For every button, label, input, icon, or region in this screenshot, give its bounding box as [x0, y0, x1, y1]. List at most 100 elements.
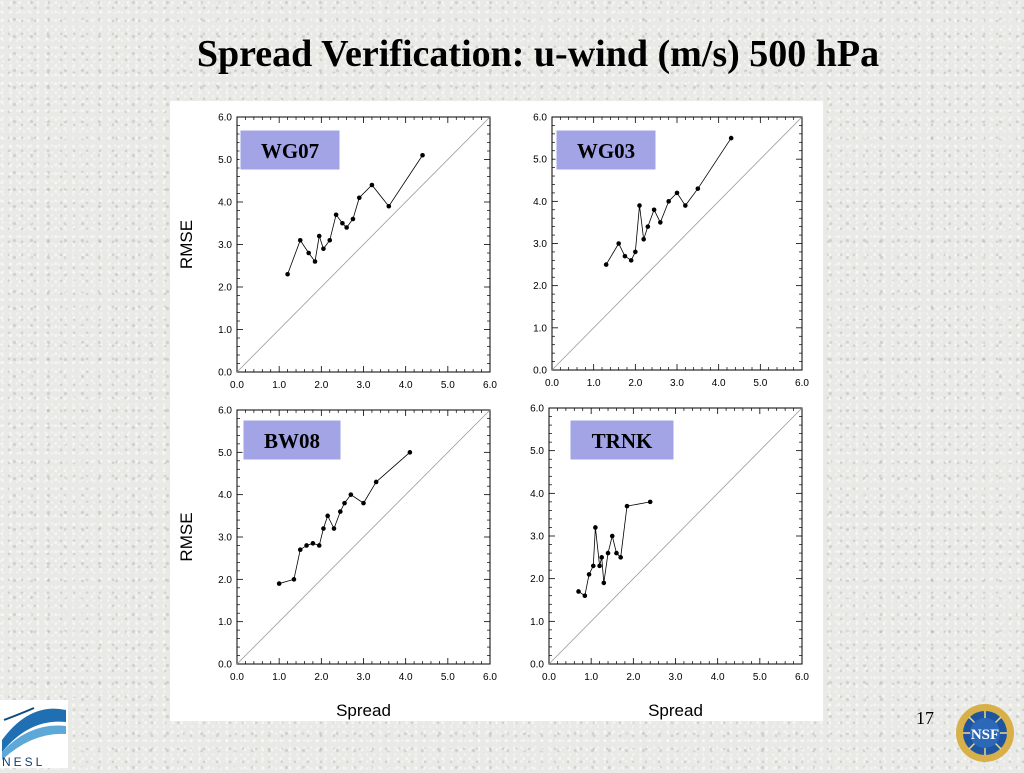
panel-label-trnk: TRNK: [592, 429, 653, 453]
reference-diagonal-trnk: [548, 407, 803, 665]
y-tick-label: 2.0: [533, 281, 547, 292]
data-point-bw08: [310, 541, 316, 546]
y-tick-label: 1.0: [533, 323, 547, 334]
nsf-logo: NSF: [955, 700, 1015, 766]
x-tick-label: 2.0: [314, 380, 328, 391]
data-point-wg03: [622, 253, 628, 259]
data-point-wg07: [327, 237, 333, 243]
data-point-wg03: [658, 220, 663, 225]
data-point-trnk: [576, 589, 581, 594]
data-point-bw08: [348, 492, 354, 497]
data-point-bw08: [407, 450, 413, 455]
data-point-wg03: [641, 236, 646, 242]
data-point-wg07: [306, 250, 311, 256]
y-tick-label: 1.0: [530, 617, 544, 628]
x-tick-label: 5.0: [753, 672, 767, 683]
data-point-wg03: [728, 135, 734, 141]
x-tick-label: 2.0: [628, 378, 642, 389]
data-point-trnk: [586, 572, 592, 577]
panel-label-wg07: WG07: [261, 139, 319, 163]
x-tick-label: 6.0: [483, 380, 497, 391]
data-point-wg07: [312, 259, 318, 264]
y-tick-label: 2.0: [218, 283, 232, 294]
data-point-wg03: [674, 190, 680, 196]
x-tick-label: 1.0: [584, 672, 598, 683]
data-point-wg07: [297, 237, 303, 243]
x-tick-label: 6.0: [795, 378, 809, 389]
data-point-wg07: [344, 225, 349, 230]
data-point-wg07: [321, 246, 326, 252]
data-point-trnk: [614, 550, 619, 556]
y-tick-label: 0.0: [533, 366, 547, 377]
label-box-wg03: [555, 129, 657, 171]
data-point-trnk: [593, 525, 598, 530]
y-tick-label: 6.0: [533, 113, 547, 124]
data-point-bw08: [297, 547, 303, 552]
y-tick-label: 3.0: [218, 240, 232, 251]
y-tick-label: 5.0: [530, 446, 544, 457]
x-tick-label: 4.0: [399, 672, 413, 683]
x-tick-label: 4.0: [399, 380, 413, 391]
data-point-wg03: [666, 199, 671, 204]
data-point-wg03: [695, 186, 701, 191]
y-tick-label: 6.0: [530, 404, 544, 415]
x-axis-title-trnk: Spread: [648, 701, 703, 720]
data-point-wg03: [633, 249, 638, 255]
data-point-trnk: [609, 533, 615, 539]
data-point-wg03: [616, 241, 621, 246]
data-point-bw08: [325, 513, 330, 519]
reference-diagonal-wg07: [236, 116, 491, 373]
nsf-logo-text: NSF: [971, 727, 999, 743]
data-point-trnk: [597, 563, 602, 569]
x-tick-label: 1.0: [272, 672, 286, 683]
data-point-bw08: [316, 543, 322, 548]
x-tick-label: 1.0: [272, 380, 286, 391]
y-tick-label: 2.0: [218, 575, 232, 586]
y-tick-label: 6.0: [218, 406, 232, 417]
data-point-wg03: [628, 258, 634, 263]
x-tick-label: 5.0: [441, 380, 455, 391]
y-tick-label: 3.0: [530, 532, 544, 543]
data-point-trnk: [590, 563, 596, 569]
y-tick-label: 4.0: [218, 490, 232, 501]
data-point-wg07: [333, 212, 339, 218]
y-tick-label: 5.0: [533, 155, 547, 166]
panel-label-bw08: BW08: [264, 429, 320, 453]
x-tick-label: 3.0: [357, 672, 371, 683]
data-point-wg07: [285, 271, 290, 277]
data-point-bw08: [321, 526, 326, 531]
x-tick-label: 1.0: [587, 378, 601, 389]
data-point-wg07: [420, 152, 425, 158]
x-tick-label: 3.0: [669, 672, 683, 683]
nesl-logo-text: NESL: [2, 755, 45, 768]
data-point-bw08: [276, 581, 282, 586]
y-tick-label: 0.0: [218, 660, 232, 671]
x-tick-label: 2.0: [626, 672, 640, 683]
slide-title: Spread Verification: u-wind (m/s) 500 hP…: [196, 33, 880, 75]
data-point-wg03: [603, 262, 609, 267]
x-tick-label: 4.0: [712, 378, 726, 389]
data-point-wg07: [386, 203, 392, 209]
data-point-wg07: [316, 233, 322, 239]
data-point-wg03: [683, 203, 688, 208]
y-tick-label: 4.0: [530, 489, 544, 500]
data-point-trnk: [605, 550, 611, 556]
data-point-bw08: [331, 526, 337, 531]
y-tick-label: 4.0: [218, 198, 232, 209]
data-point-bw08: [338, 509, 343, 514]
x-tick-label: 0.0: [542, 672, 556, 683]
data-point-bw08: [342, 500, 347, 506]
data-point-wg03: [645, 224, 651, 229]
data-point-wg07: [356, 195, 362, 201]
x-tick-label: 5.0: [441, 672, 455, 683]
data-point-wg03: [651, 207, 657, 213]
data-point-wg07: [369, 182, 375, 188]
label-box-wg07: [239, 129, 341, 171]
data-point-trnk: [618, 555, 623, 560]
y-tick-label: 5.0: [218, 448, 232, 459]
x-tick-label: 2.0: [314, 672, 328, 683]
y-tick-label: 3.0: [533, 239, 547, 250]
data-point-trnk: [582, 593, 588, 599]
data-point-trnk: [601, 580, 607, 586]
